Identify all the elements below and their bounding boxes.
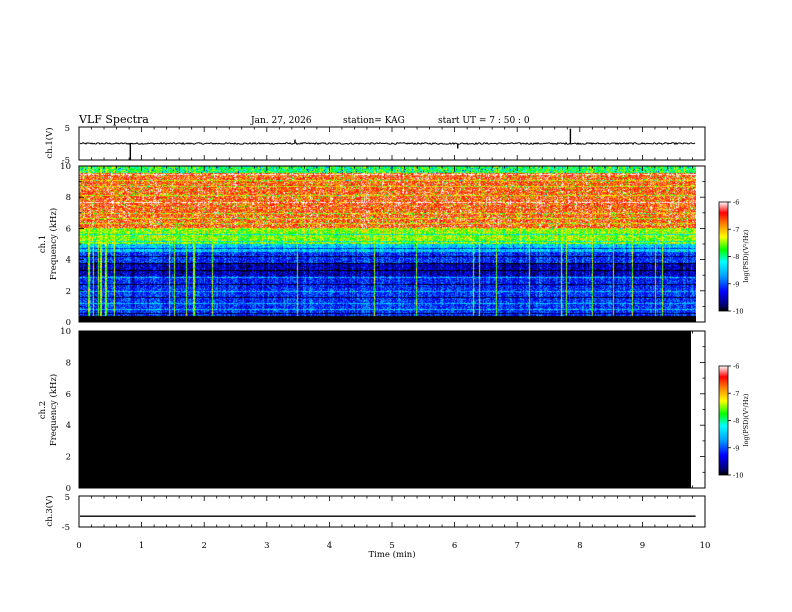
x-tick-label: 9 [640, 541, 645, 551]
ch3-voltage-panel: 5 -5 ch.3(V) [44, 493, 706, 533]
ch1-ytick-top: 5 [65, 124, 70, 134]
y-tick-label: 6 [66, 390, 71, 400]
y-tick-label: 0 [66, 318, 71, 328]
x-tick-label: 1 [139, 541, 144, 551]
ch2-spectrogram-x-ticks [78, 331, 706, 488]
ch1-spikes [129, 128, 572, 160]
station-label: station= KAG [343, 116, 405, 126]
x-tick-label: 5 [389, 541, 394, 551]
colorbar-tick-label: -8 [733, 253, 739, 261]
ch2-spectrogram-fill [79, 331, 691, 488]
ch1-colorbar-label: log(PSD)(V²/Hz) [742, 229, 750, 282]
ch2-spectrogram-panel: 0 2 4 6 8 10 ch.2 Frequency (kHz) [38, 327, 706, 494]
x-tick-label: 0 [76, 541, 81, 551]
ch1-spectrogram-image [79, 166, 696, 322]
x-tick-label: 3 [264, 541, 269, 551]
ch1-colorbar-gradient [719, 202, 728, 311]
colorbar-tick-label: -8 [733, 417, 739, 425]
ch2-colorbar-ticks: -6 -7 -8 -9 -10 [728, 363, 743, 480]
ch2-spectrogram-ylabel-2: Frequency (kHz) [48, 374, 59, 446]
ch2-spectrogram-ylabel-1: ch.2 [38, 401, 48, 419]
ch1-spectrogram-ylabel-1: ch.1 [38, 235, 48, 253]
y-tick-label: 2 [66, 453, 71, 463]
ch1-voltage-trace [79, 141, 696, 146]
x-tick-label: 7 [514, 541, 519, 551]
date-label: Jan. 27, 2026 [250, 116, 312, 126]
y-tick-label: 4 [66, 256, 71, 266]
y-tick-label: 4 [66, 421, 71, 431]
y-tick-label: 10 [60, 162, 71, 172]
ch3-ytick-top: 5 [65, 493, 70, 503]
x-tick-label: 4 [327, 541, 332, 551]
ch2-colorbar-gradient [719, 366, 728, 475]
ch1-spectrogram-yticks: 0 2 4 6 8 10 [60, 162, 705, 328]
x-tick-label: 6 [452, 541, 457, 551]
x-tick-labels: 0 1 2 3 4 5 6 7 8 9 10 [76, 541, 710, 551]
x-axis-label: Time (min) [368, 549, 415, 560]
x-tick-label: 10 [700, 541, 711, 551]
ch3-ylabel: ch.3(V) [44, 495, 55, 526]
colorbar-tick-label: -10 [733, 308, 743, 316]
y-tick-label: 8 [66, 358, 71, 368]
colorbar-tick-label: -7 [733, 390, 739, 398]
colorbar-tick-label: -6 [733, 363, 739, 371]
y-tick-label: 10 [60, 327, 71, 337]
ch3-x-ticks [78, 496, 706, 527]
ch1-voltage-panel: 5 -5 ch.1(V) [44, 124, 706, 166]
colorbar-tick-label: -9 [733, 444, 739, 452]
ch2-colorbar: -6 -7 -8 -9 -10 log(PSD)(V²/Hz) [718, 363, 750, 480]
x-tick-label: 8 [577, 541, 582, 551]
start-time-label: start UT = 7 : 50 : 0 [438, 116, 530, 126]
ch1-spectrogram-panel: 0 2 4 6 8 10 ch.1 Frequency (kHz) [38, 162, 706, 328]
ch3-ytick-bottom: -5 [62, 523, 70, 533]
x-tick-label: 2 [201, 541, 206, 551]
ch1-x-ticks [78, 127, 706, 160]
colorbar-tick-label: -7 [733, 226, 739, 234]
figure-title: VLF Spectra [78, 113, 149, 126]
colorbar-tick-label: -10 [733, 472, 743, 480]
y-tick-label: 0 [66, 484, 71, 494]
ch1-spectrogram-ylabel-2: Frequency (kHz) [48, 208, 59, 280]
ch1-ylabel: ch.1(V) [44, 127, 55, 158]
ch1-colorbar: -6 -7 -8 -9 -10 log(PSD)(V²/Hz) [718, 199, 750, 316]
ch1-ytick-bottom: -5 [62, 156, 70, 166]
ch1-spectrogram-x-ticks [78, 166, 706, 322]
colorbar-tick-label: -6 [733, 199, 739, 207]
ch2-spectrogram-yticks: 0 2 4 6 8 10 [60, 327, 705, 494]
y-tick-label: 8 [66, 193, 71, 203]
y-tick-label: 6 [66, 224, 71, 234]
ch1-colorbar-ticks: -6 -7 -8 -9 -10 [728, 199, 743, 316]
y-tick-label: 2 [66, 287, 71, 297]
colorbar-tick-label: -9 [733, 280, 739, 288]
ch2-colorbar-label: log(PSD)(V²/Hz) [742, 393, 750, 446]
